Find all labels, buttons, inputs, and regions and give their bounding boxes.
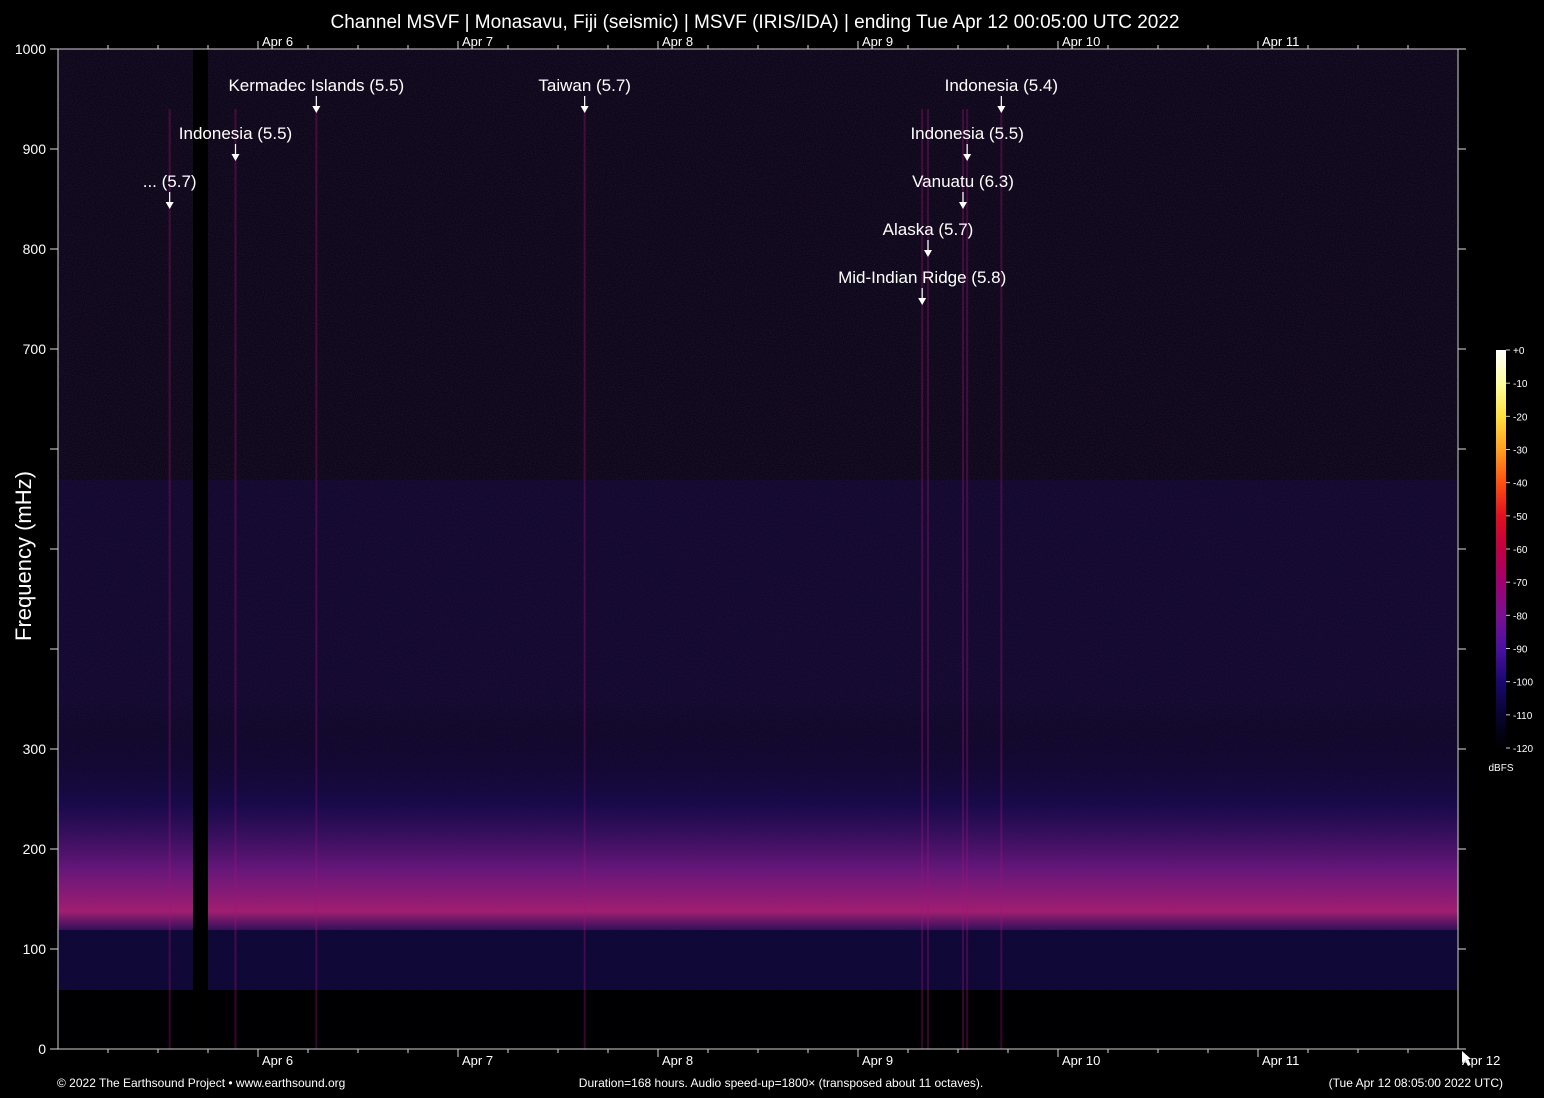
x-tick-label: Apr 12: [1462, 1053, 1500, 1068]
event-annotations: Kermadec Islands (5.5) Indonesia (5.5)...…: [143, 76, 1058, 305]
y-tick-label: 900: [23, 141, 47, 157]
colorbar-tick-label: -60: [1513, 545, 1528, 556]
x-tick-label-top: Apr 9: [862, 34, 893, 49]
x-tick-label: Apr 9: [862, 1053, 893, 1068]
footer-credit: © 2022 The Earthsound Project • www.eart…: [57, 1076, 345, 1090]
colorbar-tick-label: -10: [1513, 379, 1528, 390]
y-tick-label: 1000: [15, 41, 46, 57]
colorbar-tick-label: -80: [1513, 611, 1528, 622]
event-streak: [921, 109, 924, 1049]
event-label: Kermadec Islands (5.5): [228, 76, 404, 95]
event-streak: [234, 109, 237, 1049]
y-tick-label: 0: [38, 1041, 46, 1057]
event-label: Taiwan (5.7): [538, 76, 631, 95]
event-label: Vanuatu (6.3): [912, 172, 1014, 191]
event-arrow-head: [963, 154, 972, 161]
event-label: Indonesia (5.5): [179, 124, 292, 143]
y-tick-label: 100: [23, 941, 47, 957]
event-arrow-head: [580, 106, 589, 113]
x-tick-label-top: Apr 10: [1062, 34, 1100, 49]
microseism-band: [58, 700, 1458, 930]
x-tick-label: Apr 11: [1262, 1053, 1299, 1068]
x-tick-label: Apr 10: [1062, 1053, 1100, 1068]
colorbar-tick-label: -90: [1513, 645, 1528, 656]
colorbar-tick-label: -110: [1513, 711, 1533, 722]
event-label: ... (5.7): [143, 172, 197, 191]
event-arrow-head: [231, 154, 240, 161]
colorbar-tick-label: -50: [1513, 512, 1528, 523]
x-tick-label-top: Apr 7: [462, 34, 493, 49]
colorbar-tick-label: -100: [1513, 678, 1533, 689]
event-arrow-head: [918, 298, 927, 305]
event-streaks: [168, 109, 1003, 1049]
footer-timestamp: (Tue Apr 12 08:05:00 2022 UTC): [1329, 1076, 1503, 1090]
low-freq-band: [58, 930, 1458, 990]
event-label: Indonesia (5.5): [910, 124, 1023, 143]
colorbar-tick-label: -70: [1513, 578, 1528, 589]
event-arrow-head: [997, 106, 1006, 113]
event-streak: [168, 109, 171, 1049]
x-tick-label: Apr 8: [662, 1053, 693, 1068]
event-streak: [1000, 109, 1003, 1049]
y-tick-label: 700: [23, 341, 47, 357]
y-axis: 0 100 200 300 700 800 900 1000: [15, 41, 1466, 1057]
event-streak: [583, 109, 586, 1049]
colorbar-tick-label: -20: [1513, 412, 1528, 423]
y-axis-label: Frequency (mHz): [11, 471, 36, 641]
x-tick-label-top: Apr 6: [262, 34, 293, 49]
colorbar-tick-label: +0: [1513, 346, 1525, 357]
chart-title: Channel MSVF | Monasavu, Fiji (seismic) …: [330, 12, 1179, 33]
event-arrow-head: [959, 202, 967, 209]
plot-area: [57, 48, 1459, 1050]
event-streak: [966, 109, 969, 1049]
footer-duration: Duration=168 hours. Audio speed-up=1800×…: [579, 1076, 983, 1090]
event-streak: [962, 109, 964, 1049]
event-arrow-head: [924, 250, 932, 257]
x-tick-label: Apr 7: [462, 1053, 493, 1068]
event-streak: [927, 109, 929, 1049]
y-tick-label: 200: [23, 841, 47, 857]
x-tick-label-top: Apr 8: [662, 34, 693, 49]
event-streak: [315, 109, 318, 1049]
x-axis: Apr 6 Apr 6 Apr 7 Apr 7 Apr 8 Apr 8 Apr 9 Apr 9…: [107, 34, 1500, 1068]
floor-band: [58, 990, 1458, 1049]
data-gap: [193, 49, 208, 1049]
colorbar-tick-label: -30: [1513, 446, 1528, 457]
y-tick-label: 300: [23, 741, 47, 757]
event-label: Indonesia (5.4): [945, 76, 1058, 95]
event-label: Alaska (5.7): [883, 220, 974, 239]
x-tick-label: Apr 6: [262, 1053, 293, 1068]
cursor-icon: [1462, 1051, 1471, 1066]
y-tick-label: 800: [23, 241, 47, 257]
colorbar-unit: dBFS: [1488, 763, 1513, 774]
x-tick-label-top: Apr 11: [1262, 34, 1299, 49]
event-arrow-head: [165, 202, 174, 209]
colorbar: dBFS +0 -10 -20 -30 -40 -50 -60 -70 -80 -90 -100 -1…: [1488, 346, 1533, 774]
event-arrow-head: [312, 106, 321, 113]
colorbar-gradient: [1496, 350, 1506, 748]
colorbar-tick-label: -120: [1513, 744, 1533, 755]
event-label: Mid-Indian Ridge (5.8): [838, 268, 1006, 287]
colorbar-tick-label: -40: [1513, 479, 1528, 490]
